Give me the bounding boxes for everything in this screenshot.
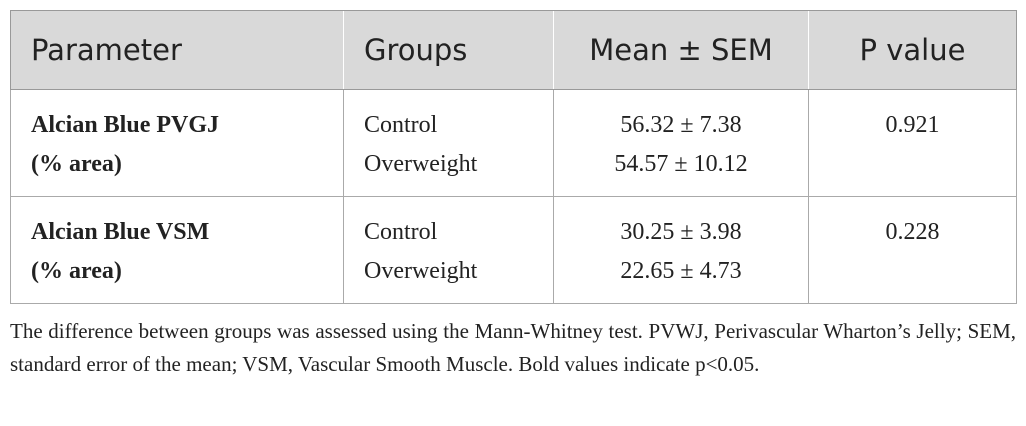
text: Overweight [364, 258, 478, 284]
header-cell: Groups [343, 10, 554, 90]
row: Alcian Blue VSM (% area) Control Overweigh… [10, 196, 1017, 304]
text: Control [364, 112, 438, 138]
p-cell: 0.228 [808, 196, 1017, 304]
groups-cell: Control Overweight [343, 89, 554, 197]
parameter-cell: Alcian Blue VSM (% area) [10, 196, 344, 304]
text: 54.57 ± 10.12 [614, 151, 748, 177]
row: Alcian Blue PVGJ (% area) Control Overweig… [10, 89, 1017, 197]
footnote: The difference between groups was assess… [10, 319, 1016, 376]
text: Control [364, 219, 438, 245]
header-cell: P value [808, 10, 1017, 90]
text: (% area) [31, 151, 122, 177]
text: (% area) [31, 258, 122, 284]
mean-cell: 30.25 ± 3.98 22.65 ± 4.73 [553, 196, 809, 304]
header-cell: Parameter [10, 10, 344, 90]
text: 0.921 [885, 112, 940, 138]
mean-cell: 56.32 ± 7.38 54.57 ± 10.12 [553, 89, 809, 197]
text: 22.65 ± 4.73 [620, 258, 742, 284]
text: Overweight [364, 151, 478, 177]
groups-cell: Control Overweight [343, 196, 554, 304]
text: Alcian Blue PVGJ [31, 112, 220, 138]
header-row: Parameter Groups Mean ± SEM P value [10, 10, 1017, 90]
text: 0.228 [885, 219, 940, 245]
p-cell: 0.921 [808, 89, 1017, 197]
parameter-cell: Alcian Blue PVGJ (% area) [10, 89, 344, 197]
text: Alcian Blue VSM [31, 219, 210, 245]
data-table: Parameter Groups Mean ± SEM P value Alci… [10, 10, 1017, 304]
text: 30.25 ± 3.98 [620, 219, 742, 245]
header-cell: Mean ± SEM [553, 10, 809, 90]
text: 56.32 ± 7.38 [620, 112, 742, 138]
